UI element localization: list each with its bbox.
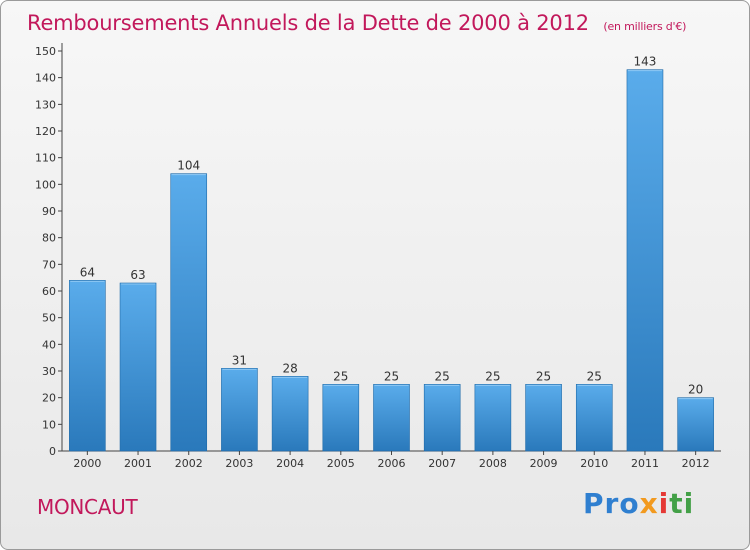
bar	[119, 282, 157, 452]
bar-value-label: 25	[435, 369, 450, 383]
y-tick-label: 50	[42, 312, 56, 325]
y-tick-label: 100	[35, 178, 56, 191]
x-tick-label: 2006	[378, 457, 406, 470]
x-tick-label: 2012	[682, 457, 710, 470]
x-tick-label: 2002	[175, 457, 203, 470]
x-tick-label: 2007	[428, 457, 456, 470]
bar	[474, 384, 512, 452]
x-tick-label: 2001	[124, 457, 152, 470]
y-tick-label: 110	[35, 152, 56, 165]
bar-value-label: 25	[536, 369, 551, 383]
x-tick-label: 2009	[530, 457, 558, 470]
chart-title-text: Remboursements Annuels de la Dette de 20…	[27, 11, 589, 35]
y-tick-label: 60	[42, 285, 56, 298]
bar-value-label: 64	[80, 265, 95, 279]
y-tick-label: 70	[42, 258, 56, 271]
bar	[626, 69, 664, 452]
bar-value-label: 104	[177, 159, 200, 173]
logo-part-pro: Pro	[583, 487, 640, 520]
logo-part-ti: ti	[669, 487, 695, 520]
bar-value-label: 25	[384, 369, 399, 383]
bar-value-label: 143	[634, 55, 657, 69]
y-tick-label: 130	[35, 98, 56, 111]
y-tick-label: 0	[49, 445, 56, 458]
bar-value-label: 25	[485, 369, 500, 383]
bar	[423, 384, 461, 452]
x-tick-label: 2011	[631, 457, 659, 470]
bar	[221, 368, 258, 452]
x-tick-label: 2003	[225, 457, 253, 470]
y-tick-label: 90	[42, 205, 56, 218]
bar-value-label: 63	[130, 268, 145, 282]
chart-title: Remboursements Annuels de la Dette de 20…	[27, 9, 686, 41]
bar	[575, 384, 613, 452]
x-tick-label: 2005	[327, 457, 355, 470]
x-tick-label: 2004	[276, 457, 304, 470]
bar	[322, 384, 360, 452]
proxiti-logo: Proxiti	[583, 487, 694, 520]
y-tick-label: 30	[42, 365, 56, 378]
bar	[373, 384, 410, 452]
y-tick-label: 150	[35, 45, 56, 58]
x-tick-label: 2008	[479, 457, 507, 470]
bar-value-label: 20	[688, 383, 703, 397]
commune-name: MONCAUT	[37, 495, 138, 519]
logo-part-x: x	[639, 487, 659, 520]
y-tick-label: 80	[42, 232, 56, 245]
bar	[271, 376, 309, 452]
y-tick-label: 120	[35, 125, 56, 138]
bar-value-label: 28	[282, 361, 297, 375]
bar	[525, 384, 562, 452]
x-tick-label: 2010	[580, 457, 608, 470]
bar-value-label: 25	[587, 369, 602, 383]
bar-value-label: 31	[232, 353, 247, 367]
bar-value-label: 25	[333, 369, 348, 383]
y-tick-label: 20	[42, 392, 56, 405]
y-tick-label: 10	[42, 418, 56, 431]
bar	[170, 173, 208, 452]
bar	[677, 397, 714, 452]
y-tick-label: 140	[35, 72, 56, 85]
x-tick-label: 2000	[73, 457, 101, 470]
bar	[69, 280, 106, 452]
logo-part-i: i	[658, 487, 670, 520]
chart-unit-label: (en milliers d'€)	[603, 20, 687, 33]
y-tick-label: 40	[42, 338, 56, 351]
